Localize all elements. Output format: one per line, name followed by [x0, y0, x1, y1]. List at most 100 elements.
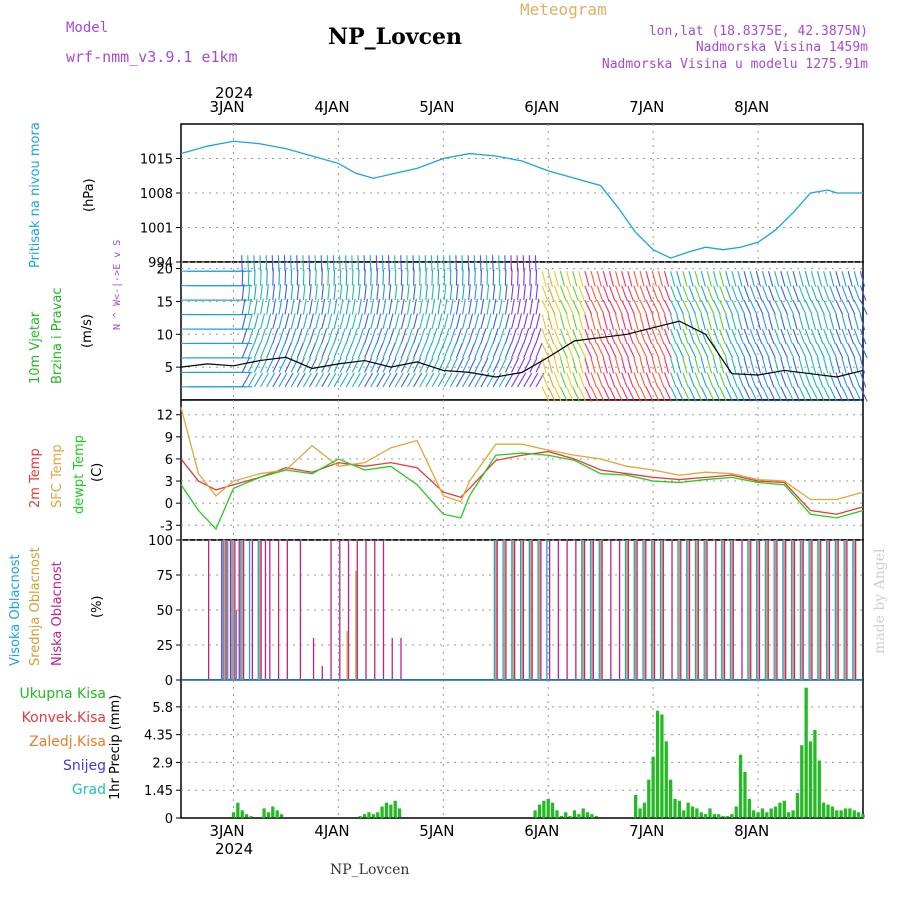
wind-arrow [315, 269, 317, 286]
wind-arrow [443, 313, 449, 330]
wind-arrow [345, 298, 350, 315]
wind-arrow [590, 271, 596, 287]
wind-arrow [315, 298, 319, 315]
wind-arrow [241, 372, 251, 388]
wind-arrow [468, 357, 477, 373]
wind-arrow [308, 255, 311, 272]
wind-arrow [247, 313, 253, 330]
wind-arrow [333, 328, 340, 344]
wind-arrow [284, 357, 293, 373]
wind-arrow [853, 271, 859, 287]
precip-bar [262, 808, 266, 818]
precip-bar [703, 814, 708, 818]
wind-arrow [388, 298, 393, 315]
wind-arrow [749, 357, 755, 374]
wind-arrow [706, 271, 713, 287]
wind-arrow [492, 357, 501, 373]
wind-arrow [804, 357, 810, 374]
wind-arrow [541, 285, 549, 301]
wind-arrow [449, 357, 458, 373]
wind-arrow [394, 269, 397, 286]
wind-arrow [437, 298, 442, 315]
wind-arrow [657, 386, 666, 402]
wind-arrow [615, 271, 621, 287]
wind-arrow [413, 342, 421, 359]
wind-arrow [731, 299, 740, 315]
wind-arrow [553, 386, 562, 402]
wind-arrow [670, 386, 678, 402]
wind-arrow [749, 314, 755, 331]
wind-arrow [437, 357, 446, 373]
wind-arrow [688, 271, 694, 287]
wind-arrow [266, 269, 268, 286]
wind-arrow [792, 343, 801, 359]
wind-arrow [443, 298, 448, 315]
precip-bar [638, 808, 642, 818]
wind-arrow [296, 313, 302, 330]
wind-arrow [535, 342, 543, 359]
wind-arrow [578, 314, 584, 331]
day-label-bottom: 8JAN [734, 822, 770, 840]
wind-arrow [413, 328, 420, 344]
wind-arrow [682, 386, 691, 402]
wind-arrow [370, 342, 378, 359]
wind-arrow [639, 299, 648, 315]
wind-arrow [755, 299, 764, 315]
wind-arrow [290, 313, 296, 330]
wind-arrow [413, 269, 415, 286]
wind-arrow [645, 343, 654, 359]
precip-bar [839, 810, 843, 818]
wind-arrow [308, 298, 313, 315]
wind-arrow [541, 271, 547, 287]
wind-arrow [510, 328, 517, 344]
wind-arrow [511, 372, 520, 388]
wind-arrow [608, 386, 617, 402]
wind-arrow [664, 285, 671, 301]
wind-arrow [400, 284, 404, 301]
wind-arrow [768, 314, 774, 331]
wind-arrow [572, 271, 578, 287]
wind-arrow [841, 285, 849, 301]
wind-arrow [382, 298, 387, 315]
wind-arrow [504, 255, 506, 272]
wind-arrow [761, 328, 769, 345]
wind-arrow [859, 299, 868, 315]
wind-arrow [602, 271, 608, 287]
wind-arrow [436, 255, 439, 272]
y-tick-label: 0 [165, 674, 173, 689]
wind-arrow [657, 299, 666, 315]
wind-arrow [651, 372, 659, 388]
wind-arrow [492, 255, 494, 272]
wind-arrow [400, 372, 410, 388]
y-tick-label: 12 [156, 409, 173, 424]
wind-arrow [584, 343, 593, 359]
wind-arrow [780, 314, 786, 331]
wind-arrow [847, 343, 856, 359]
wind-arrow [351, 372, 361, 388]
wind-arrow [517, 298, 521, 315]
wind-arrow [719, 299, 727, 315]
wind-arrow [553, 299, 562, 315]
precip-bar [362, 814, 367, 818]
y-tick-label: 9 [165, 431, 173, 446]
wind-arrow [357, 284, 361, 301]
wind-arrow [633, 271, 639, 287]
wind-arrow [755, 343, 764, 359]
wind-arrow [566, 386, 574, 402]
wind-arrow [602, 343, 611, 359]
wind-arrow [584, 314, 590, 331]
wind-arrow [419, 372, 429, 388]
wind-arrow [431, 269, 434, 286]
wind-arrow [847, 271, 853, 287]
wind-arrow [302, 372, 312, 388]
precip-bar [240, 810, 244, 818]
wind-arrow [302, 269, 305, 286]
wind-arrow [761, 299, 770, 315]
wind-arrow [731, 357, 737, 374]
wind-arrow [841, 314, 847, 331]
wind-arrow [817, 328, 824, 345]
wind-arrow [768, 386, 776, 402]
wind-arrow [345, 328, 352, 344]
wind-arrow [296, 342, 304, 359]
wind-arrow [382, 313, 388, 330]
